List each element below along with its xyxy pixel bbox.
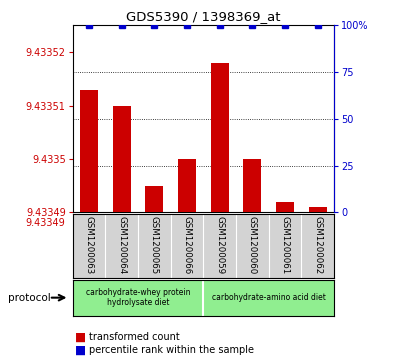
Bar bbox=[112, 106, 131, 212]
Text: GSM1200063: GSM1200063 bbox=[85, 216, 93, 274]
Text: GSM1200062: GSM1200062 bbox=[313, 216, 322, 274]
Bar bbox=[211, 63, 229, 212]
Bar bbox=[276, 202, 294, 212]
Bar bbox=[309, 207, 327, 212]
Title: GDS5390 / 1398369_at: GDS5390 / 1398369_at bbox=[126, 10, 281, 23]
Text: GSM1200065: GSM1200065 bbox=[150, 216, 159, 274]
Bar bbox=[178, 159, 196, 212]
Text: percentile rank within the sample: percentile rank within the sample bbox=[89, 345, 254, 355]
Text: GSM1200060: GSM1200060 bbox=[248, 216, 257, 274]
Text: protocol: protocol bbox=[8, 293, 51, 303]
Text: GSM1200061: GSM1200061 bbox=[281, 216, 290, 274]
Text: ■: ■ bbox=[75, 344, 86, 357]
Text: ■: ■ bbox=[75, 330, 86, 343]
Text: 9.43349: 9.43349 bbox=[26, 218, 66, 228]
Text: GSM1200066: GSM1200066 bbox=[183, 216, 191, 274]
Text: carbohydrate-amino acid diet: carbohydrate-amino acid diet bbox=[212, 293, 326, 302]
Text: carbohydrate-whey protein
hydrolysate diet: carbohydrate-whey protein hydrolysate di… bbox=[86, 288, 190, 307]
Bar bbox=[145, 185, 164, 212]
Text: transformed count: transformed count bbox=[89, 332, 180, 342]
Text: GSM1200064: GSM1200064 bbox=[117, 216, 126, 274]
Text: GSM1200059: GSM1200059 bbox=[215, 216, 224, 274]
Bar bbox=[80, 90, 98, 212]
Bar bbox=[243, 159, 261, 212]
